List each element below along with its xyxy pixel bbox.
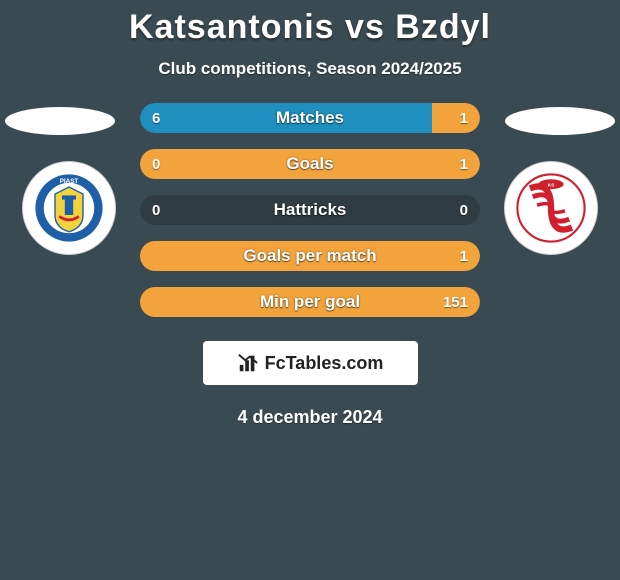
stat-value-right: 151: [443, 294, 468, 311]
svg-text:PIAST: PIAST: [60, 178, 79, 185]
stat-label: Hattricks: [140, 200, 480, 220]
page-date: 4 december 2024: [0, 407, 620, 428]
stat-value-left: 6: [152, 110, 160, 127]
stat-value-right: 1: [460, 156, 468, 173]
stat-row: Hattricks0 0: [140, 195, 480, 225]
comparison-chart: PIAST KS Matches61Goals01Hattricks00Goal…: [0, 103, 620, 317]
stat-value-right: 0: [460, 202, 468, 219]
stat-row: Matches61: [140, 103, 480, 133]
page-subtitle: Club competitions, Season 2024/2025: [0, 59, 620, 79]
svg-text:KS: KS: [548, 182, 556, 188]
page-title: Katsantonis vs Bzdyl: [0, 0, 620, 47]
team-right-badge: KS: [504, 161, 598, 255]
stat-value-right: 1: [460, 248, 468, 265]
stat-fill-right: [432, 103, 480, 133]
piast-crest-icon: PIAST: [34, 173, 104, 243]
stat-value-left: 0: [152, 156, 160, 173]
stat-row: Goals01: [140, 149, 480, 179]
stat-value-right: 1: [460, 110, 468, 127]
cracovia-crest-icon: KS: [516, 173, 586, 243]
stat-fill-right: [140, 149, 480, 179]
team-left-badge: PIAST: [22, 161, 116, 255]
stat-fill-left: [140, 103, 432, 133]
stat-fill-right: [140, 241, 480, 271]
stat-value-left: 0: [152, 202, 160, 219]
ellipse-decoration-right: [505, 107, 615, 135]
bar-chart-icon: [237, 352, 259, 374]
ellipse-decoration-left: [5, 107, 115, 135]
stat-row: Min per goal151: [140, 287, 480, 317]
footer-brand: FcTables.com: [203, 341, 418, 385]
stat-bars-container: Matches61Goals01Hattricks00Goals per mat…: [140, 103, 480, 317]
footer-brand-text: FcTables.com: [265, 353, 384, 374]
stat-row: Goals per match1: [140, 241, 480, 271]
stat-fill-right: [140, 287, 480, 317]
